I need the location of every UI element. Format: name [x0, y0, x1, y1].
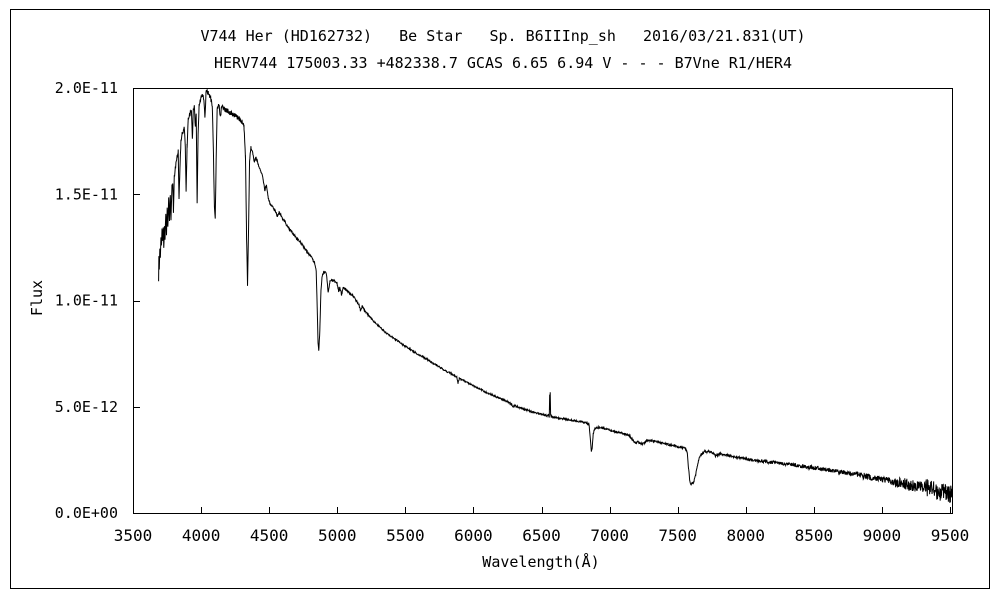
plot-frame: [133, 88, 953, 514]
x-tick-label: 8500: [795, 526, 834, 545]
x-tick-label: 4000: [182, 526, 221, 545]
y-tick-label: 1.5E-11: [55, 185, 118, 203]
y-tick-label: 5.0E-12: [55, 398, 118, 416]
x-tick-label: 3500: [114, 526, 153, 545]
y-tick-label: 0.0E+00: [55, 504, 118, 522]
chart-title-line2: HERV744 175003.33 +482338.7 GCAS 6.65 6.…: [214, 54, 792, 72]
y-axis-title: Flux: [28, 280, 46, 316]
x-tick-label: 8000: [726, 526, 765, 545]
y-tick-label: 1.0E-11: [55, 292, 118, 310]
x-tick-label: 5500: [386, 526, 425, 545]
x-tick-label: 7500: [658, 526, 697, 545]
x-axis-ticks: [133, 507, 951, 513]
y-axis-tick-labels: 0.0E+00 5.0E-12 1.0E-11 1.5E-11 2.0E-11: [55, 79, 118, 522]
x-axis-title: Wavelength(Å): [482, 552, 599, 571]
x-tick-label: 5000: [318, 526, 357, 545]
x-tick-label: 6000: [454, 526, 493, 545]
outer-border: [10, 9, 990, 589]
x-tick-label: 6500: [522, 526, 561, 545]
y-axis-ticks: [133, 88, 140, 514]
y-tick-label: 2.0E-11: [55, 79, 118, 97]
x-axis-tick-labels: 3500 4000 4500 5000 5500 6000 6500 7000 7500 8000…: [114, 526, 970, 545]
x-tick-label: 9500: [931, 526, 970, 545]
x-tick-label: 9000: [863, 526, 902, 545]
spectrum-trace: [158, 89, 953, 503]
x-tick-label: 4500: [250, 526, 289, 545]
chart-title-line1: V744 Her (HD162732) Be Star Sp. B6IIInp_…: [200, 27, 805, 45]
x-tick-label: 7000: [590, 526, 629, 545]
